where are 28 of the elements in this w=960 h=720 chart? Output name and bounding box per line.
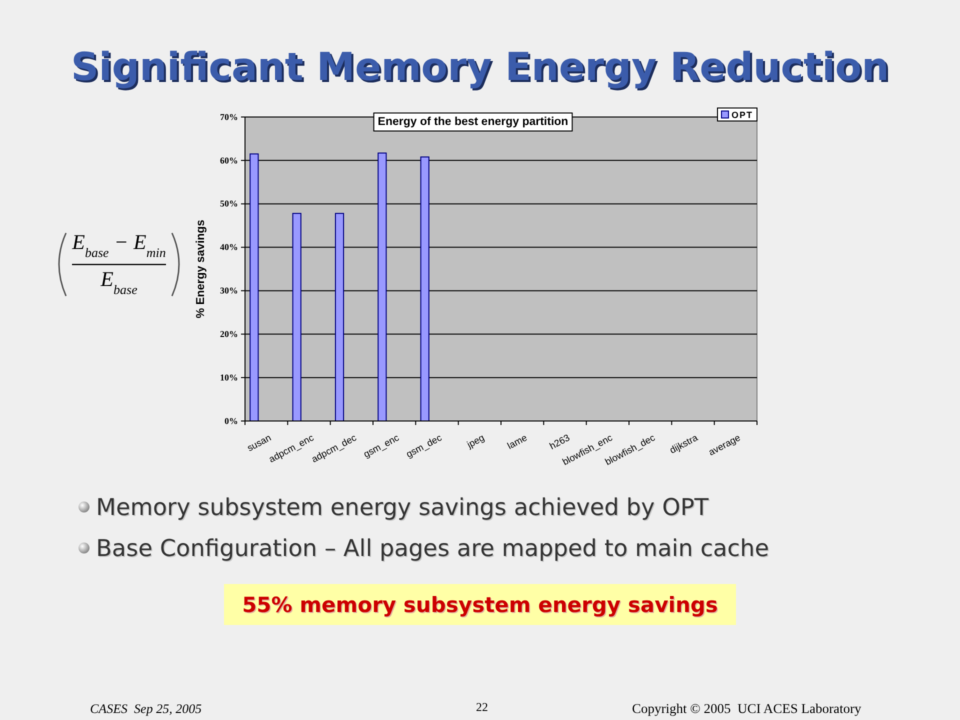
bar <box>250 153 259 422</box>
bar <box>420 156 430 422</box>
text: Memory subsystem energy savings achieved by OPT <box>96 494 710 521</box>
text: E$_{base}$ <box>100 267 138 296</box>
x-tick-label: susan <box>246 432 274 454</box>
text: CASES Sep 25, 2005 <box>90 701 202 716</box>
y-tick-label: 0% <box>224 416 238 426</box>
text: 22 <box>476 700 488 714</box>
bar <box>378 152 387 422</box>
y-axis-title: % Energy savings <box>195 220 207 318</box>
y-tick-label: 60% <box>220 155 238 166</box>
chart-subtitle: Energy of the best energy partition <box>378 116 568 128</box>
y-tick-label: 70% <box>220 112 238 122</box>
text: E$_{base}$ − E$_{min}$ <box>71 230 166 260</box>
text: 55% memory subsystem energy savings <box>242 593 718 617</box>
bar <box>334 212 344 422</box>
text: Copyright © 2005 UCI ACES Laboratory <box>632 701 862 716</box>
y-tick-label: 50% <box>220 198 238 209</box>
y-tick-label: 40% <box>220 242 238 252</box>
chart-title: Significant Memory Energy Reduction <box>71 45 889 90</box>
x-tick-label: lame <box>506 432 530 452</box>
x-tick-label: jpeg <box>464 432 486 452</box>
y-tick-label: 30% <box>220 286 238 296</box>
bar <box>292 212 302 422</box>
y-tick-label: 20% <box>220 329 238 340</box>
text: Base Configuration – All pages are mapped to main cache <box>96 535 769 562</box>
y-tick-label: 10% <box>220 372 238 382</box>
legend-label: OPT <box>731 110 753 120</box>
